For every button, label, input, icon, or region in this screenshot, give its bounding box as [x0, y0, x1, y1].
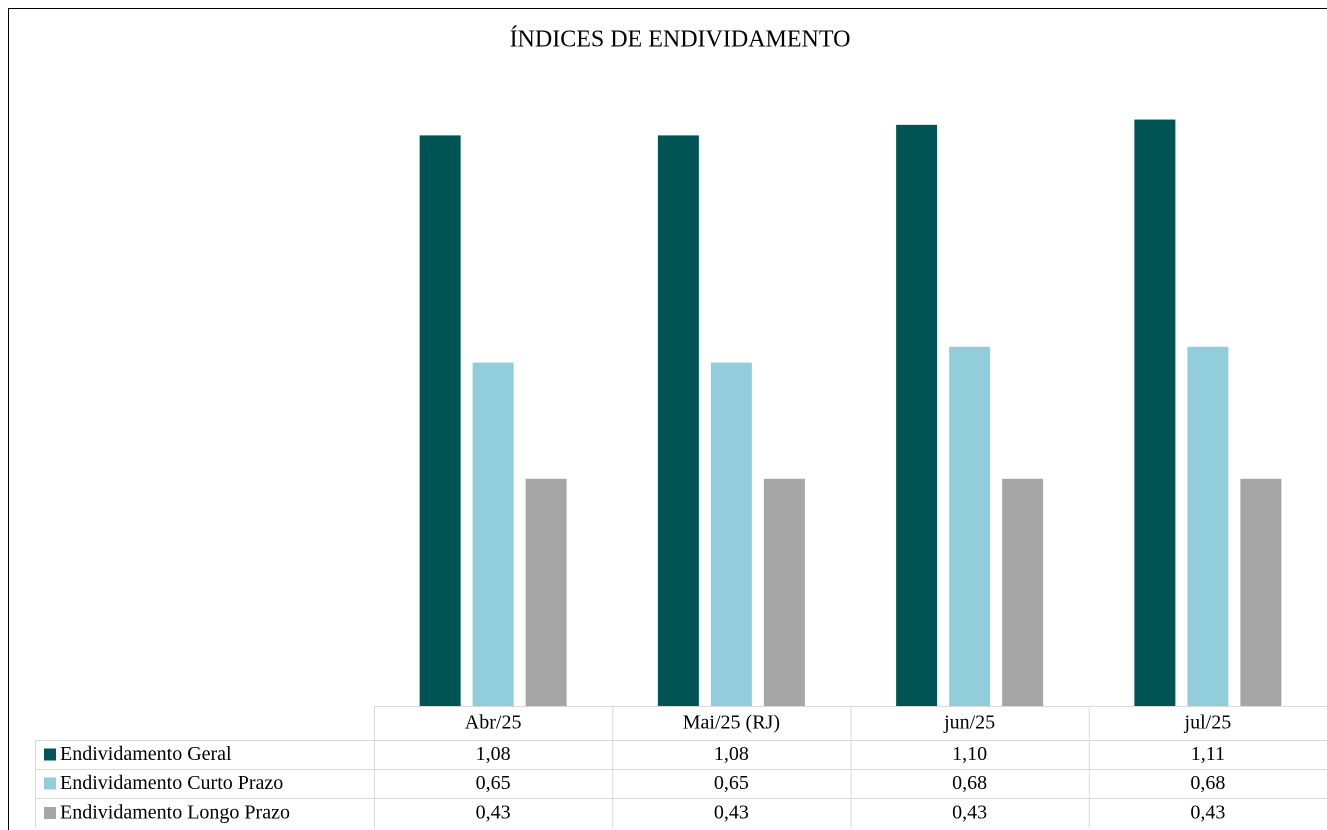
x-tick-label: jun/25	[943, 712, 995, 734]
table-value: 0,65	[714, 772, 749, 794]
table-value: 0,68	[1190, 772, 1225, 794]
legend-key	[44, 748, 56, 761]
table-value: 1,11	[1191, 743, 1225, 765]
legend-label: Endividamento Longo Prazo	[60, 802, 290, 824]
legend-label: Endividamento Curto Prazo	[60, 772, 283, 794]
table-value: 0,65	[476, 772, 511, 794]
legend-key	[44, 807, 56, 819]
table-value: 1,08	[476, 743, 511, 765]
bar	[1134, 119, 1176, 707]
x-tick-label: Mai/25 (RJ)	[683, 712, 780, 734]
bar	[1240, 478, 1282, 706]
table-value: 0,43	[714, 802, 749, 824]
bar	[949, 346, 991, 706]
bar	[525, 478, 567, 706]
chart-frame	[8, 8, 1327, 830]
table-value: 0,43	[952, 802, 987, 824]
legend-label: Endividamento Geral	[60, 743, 232, 765]
bar	[419, 135, 461, 706]
bar	[763, 478, 805, 706]
table-value: 0,43	[1190, 802, 1225, 824]
bar	[657, 135, 699, 706]
bar	[472, 362, 514, 706]
x-tick-label: jul/25	[1184, 712, 1232, 734]
table-value: 0,68	[952, 772, 987, 794]
bar	[896, 124, 938, 707]
legend-key	[44, 777, 56, 790]
table-value: 1,10	[952, 743, 987, 765]
x-tick-label: Abr/25	[465, 712, 522, 734]
table-value: 0,43	[476, 802, 511, 824]
bar	[1187, 346, 1229, 706]
chart-title: ÍNDICES DE ENDIVIDAMENTO	[510, 27, 851, 53]
bar	[710, 362, 752, 706]
bar	[1002, 478, 1044, 706]
table-value: 1,08	[714, 743, 749, 765]
